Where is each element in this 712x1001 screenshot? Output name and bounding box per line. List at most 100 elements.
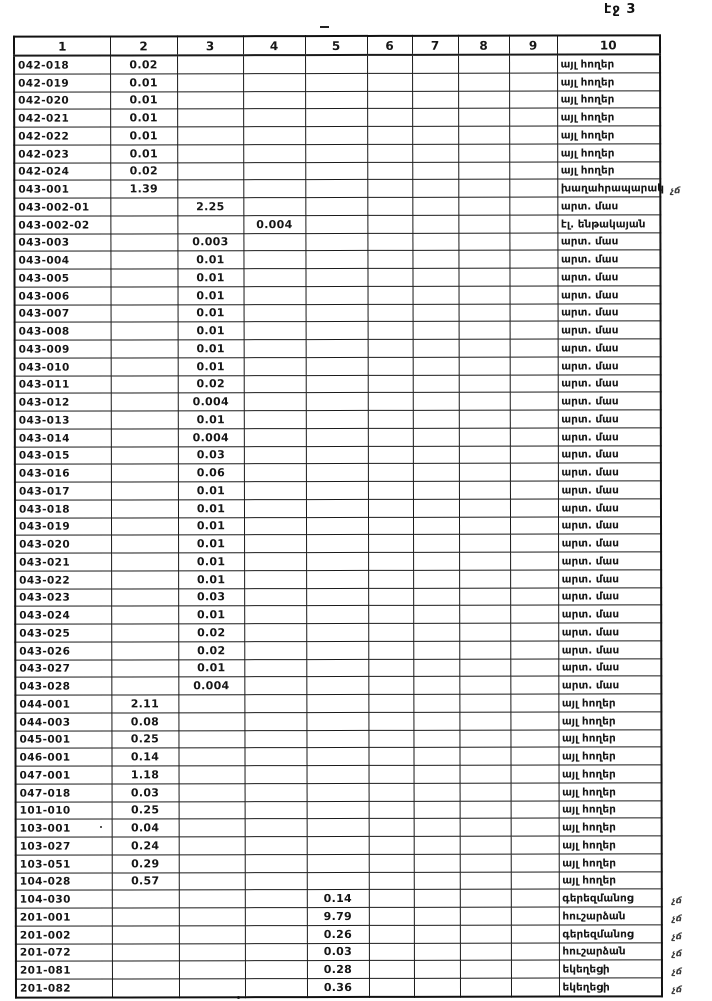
area-value-cell <box>305 215 368 234</box>
area-value-cell <box>367 215 413 233</box>
area-value-cell <box>510 694 559 712</box>
area-value-cell: 0.25 <box>111 801 179 820</box>
area-value-cell <box>244 889 307 908</box>
handwritten-margin-note: չճ <box>670 186 681 197</box>
area-value-cell <box>305 410 368 429</box>
area-value-cell <box>306 783 369 802</box>
parcel-code-cell: 104-030 <box>15 890 112 909</box>
area-value-cell <box>459 534 511 553</box>
area-value-cell: 0.02 <box>177 375 244 394</box>
area-value-cell <box>244 552 307 571</box>
parcel-code-cell: 201-081 <box>15 961 112 980</box>
table-row: 043-027 0.01 արտ. մաս <box>15 658 662 678</box>
area-value-cell <box>368 747 414 766</box>
area-value-cell <box>305 73 368 92</box>
land-use-cell: արտ. մաս <box>557 463 661 482</box>
area-value-cell <box>458 498 511 517</box>
area-value-cell <box>509 179 558 198</box>
area-value-cell: 0.01 <box>177 357 244 376</box>
area-value-cell <box>509 108 558 127</box>
parcel-code-cell: 044-001 <box>15 695 112 713</box>
area-value-cell <box>458 445 510 464</box>
table-row: 043-002-01 2.25 արտ. մաս <box>14 196 661 216</box>
area-value-cell <box>111 606 179 625</box>
parcel-code-cell: 201-072 <box>15 943 112 962</box>
area-value-cell <box>412 410 459 429</box>
area-value-cell: 0.01 <box>177 250 244 269</box>
area-value-cell <box>459 889 511 908</box>
area-value-cell <box>178 872 245 891</box>
area-value-cell <box>177 144 244 163</box>
table-row: 043-016 0.06 արտ. մաս <box>14 463 661 483</box>
area-value-cell <box>243 428 306 447</box>
area-value-cell <box>368 889 414 908</box>
area-value-cell <box>509 321 558 340</box>
area-value-cell <box>243 463 306 482</box>
land-use-cell: այլ հողեր <box>558 747 662 766</box>
parcel-code-cell: 043-027 <box>15 659 112 678</box>
table-row: 043-009 0.01 արտ. մաս <box>14 338 661 358</box>
area-value-cell <box>305 303 368 322</box>
area-value-cell <box>243 108 306 127</box>
land-use-cell: արտ. մաս <box>558 605 662 624</box>
area-value-cell <box>244 570 307 589</box>
area-value-cell <box>510 853 559 872</box>
area-value-cell <box>459 978 512 997</box>
area-value-cell <box>413 658 460 677</box>
area-value-cell <box>458 303 510 322</box>
area-value-cell <box>509 303 558 322</box>
area-value-cell <box>458 268 510 287</box>
parcel-code-cell: 043-028 <box>15 677 112 696</box>
area-value-cell <box>110 251 178 270</box>
table-row: 043-012 0.004 արտ. մաս <box>14 392 661 412</box>
column-header-8: 8 <box>457 35 510 55</box>
area-value-cell <box>413 712 460 730</box>
area-value-cell <box>412 499 460 517</box>
handwritten-margin-note: չճ <box>671 985 683 996</box>
area-value-cell: 0.01 <box>110 109 178 128</box>
area-value-cell <box>510 516 559 535</box>
area-value-cell <box>510 534 559 553</box>
parcel-code-cell: 043-006 <box>14 286 111 305</box>
parcel-code-cell: 043-011 <box>14 375 111 394</box>
area-value-cell <box>243 73 306 92</box>
parcel-code-cell: 043-015 <box>14 446 111 465</box>
area-value-cell <box>413 978 461 997</box>
area-value-cell <box>243 179 306 198</box>
area-value-cell <box>459 836 511 855</box>
land-use-cell: արտ. մաս <box>557 285 661 304</box>
area-value-cell: 0.02 <box>110 55 178 74</box>
area-value-cell <box>412 445 459 464</box>
area-value-cell <box>110 410 178 429</box>
area-value-cell <box>458 339 510 358</box>
land-use-cell: այլ հողեր <box>557 72 661 91</box>
parcel-code-cell: 103-051 <box>15 854 112 873</box>
area-value-cell <box>510 924 559 943</box>
area-value-cell <box>244 641 307 660</box>
area-value-cell <box>367 357 413 375</box>
land-use-cell: այլ հողեր <box>558 711 662 730</box>
table-row: 042-023 0.01 այլ հողեր <box>14 143 661 163</box>
table-row: 201-001 9.79 հուշարձան չճ <box>15 906 682 926</box>
area-value-cell <box>111 623 179 642</box>
parcel-code-cell: 042-021 <box>14 109 111 128</box>
area-value-cell <box>306 818 369 837</box>
area-value-cell <box>509 54 558 73</box>
area-value-cell <box>459 818 511 837</box>
area-value-cell <box>368 960 414 979</box>
parcel-code-cell: 043-022 <box>15 570 112 589</box>
area-value-cell <box>412 303 459 322</box>
area-value-cell <box>368 516 414 535</box>
area-value-cell <box>244 623 307 642</box>
land-use-cell: այլ հողեր <box>558 693 662 712</box>
land-use-cell: եկեղեցի չճ <box>558 977 682 997</box>
parcel-code-cell: 042-024 <box>14 162 111 181</box>
parcel-code-cell: 201-002 <box>15 925 112 944</box>
area-value-cell <box>458 90 510 109</box>
area-value-cell <box>510 729 559 748</box>
area-value-cell <box>243 339 306 358</box>
parcel-code-cell: 043-005 <box>14 269 111 287</box>
area-value-cell: 0.08 <box>111 712 179 731</box>
land-use-cell: արտ. մաս <box>557 303 661 322</box>
area-value-cell: 0.57 <box>111 872 179 891</box>
